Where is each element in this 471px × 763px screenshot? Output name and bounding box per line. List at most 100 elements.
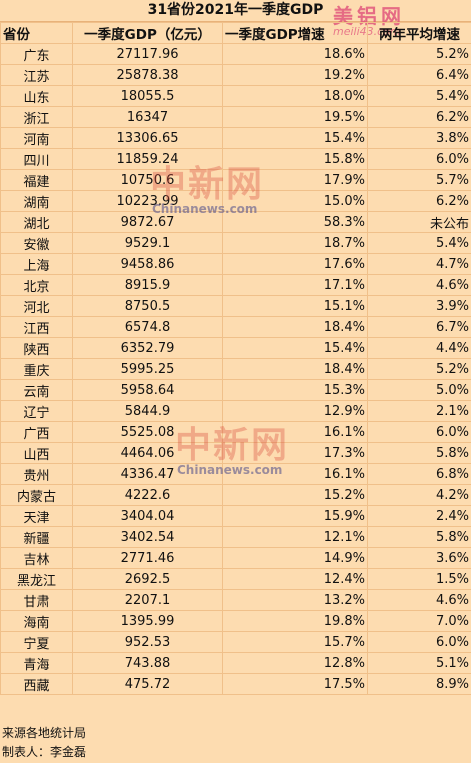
gdp-cell: 4222.6 (72, 484, 223, 506)
two-year-growth-cell: 1.5% (367, 568, 471, 590)
table-row: 黑龙江 2692.5 12.4% 1.5% (0, 568, 471, 590)
two-year-growth-cell: 5.0% (367, 379, 471, 401)
growth-cell: 15.4% (222, 337, 368, 359)
gdp-cell: 6352.79 (72, 337, 223, 359)
header-province: 省份 (0, 22, 73, 44)
gdp-cell: 6574.8 (72, 316, 223, 338)
gdp-cell: 2692.5 (72, 568, 223, 590)
two-year-growth-cell: 4.6% (367, 274, 471, 296)
growth-cell: 17.6% (222, 253, 368, 275)
province-cell: 辽宁 (0, 400, 73, 422)
two-year-growth-cell: 4.4% (367, 337, 471, 359)
table-body: 广东 27117.96 18.6% 5.2% 江苏 25878.38 19.2% 6.4% 山东… (0, 43, 471, 695)
gdp-cell: 5958.64 (72, 379, 223, 401)
two-year-growth-cell: 未公布 (367, 211, 471, 233)
gdp-cell: 16347 (72, 106, 223, 128)
growth-cell: 18.4% (222, 358, 368, 380)
table-row: 吉林 2771.46 14.9% 3.6% (0, 547, 471, 569)
two-year-growth-cell: 4.2% (367, 484, 471, 506)
table-row: 辽宁 5844.9 12.9% 2.1% (0, 400, 471, 422)
table-row: 宁夏 952.53 15.7% 6.0% (0, 631, 471, 653)
province-cell: 陕西 (0, 337, 73, 359)
two-year-growth-cell: 5.4% (367, 85, 471, 107)
table-row: 广西 5525.08 16.1% 6.0% (0, 421, 471, 443)
two-year-growth-cell: 7.0% (367, 610, 471, 632)
province-cell: 贵州 (0, 463, 73, 485)
gdp-table: 省份 一季度GDP（亿元） 一季度GDP增速 两年平均增速 广东 27117.96… (0, 22, 471, 695)
two-year-growth-cell: 3.9% (367, 295, 471, 317)
table-row: 福建 10750.6 17.9% 5.7% (0, 169, 471, 191)
growth-cell: 16.1% (222, 421, 368, 443)
gdp-cell: 743.88 (72, 652, 223, 674)
table-row: 浙江 16347 19.5% 6.2% (0, 106, 471, 128)
province-cell: 湖南 (0, 190, 73, 212)
two-year-growth-cell: 5.8% (367, 526, 471, 548)
header-growth: 一季度GDP增速 (222, 22, 368, 44)
province-cell: 浙江 (0, 106, 73, 128)
two-year-growth-cell: 3.8% (367, 127, 471, 149)
gdp-cell: 5844.9 (72, 400, 223, 422)
growth-cell: 19.8% (222, 610, 368, 632)
two-year-growth-cell: 5.8% (367, 442, 471, 464)
gdp-cell: 9872.67 (72, 211, 223, 233)
two-year-growth-cell: 6.0% (367, 421, 471, 443)
two-year-growth-cell: 6.8% (367, 463, 471, 485)
gdp-cell: 18055.5 (72, 85, 223, 107)
gdp-cell: 4464.06 (72, 442, 223, 464)
table-row: 甘肃 2207.1 13.2% 4.6% (0, 589, 471, 611)
growth-cell: 15.3% (222, 379, 368, 401)
growth-cell: 18.0% (222, 85, 368, 107)
two-year-growth-cell: 8.9% (367, 673, 471, 695)
province-cell: 福建 (0, 169, 73, 191)
gdp-cell: 11859.24 (72, 148, 223, 170)
growth-cell: 12.4% (222, 568, 368, 590)
gdp-cell: 5525.08 (72, 421, 223, 443)
growth-cell: 12.9% (222, 400, 368, 422)
growth-cell: 19.5% (222, 106, 368, 128)
growth-cell: 18.6% (222, 43, 368, 65)
province-cell: 青海 (0, 652, 73, 674)
two-year-growth-cell: 4.6% (367, 589, 471, 611)
growth-cell: 18.4% (222, 316, 368, 338)
two-year-growth-cell: 5.4% (367, 232, 471, 254)
two-year-growth-cell: 5.2% (367, 358, 471, 380)
growth-cell: 17.1% (222, 274, 368, 296)
table-row: 新疆 3402.54 12.1% 5.8% (0, 526, 471, 548)
province-cell: 西藏 (0, 673, 73, 695)
growth-cell: 12.1% (222, 526, 368, 548)
growth-cell: 15.2% (222, 484, 368, 506)
table-row: 上海 9458.86 17.6% 4.7% (0, 253, 471, 275)
province-cell: 北京 (0, 274, 73, 296)
gdp-cell: 5995.25 (72, 358, 223, 380)
growth-cell: 16.1% (222, 463, 368, 485)
gdp-cell: 2207.1 (72, 589, 223, 611)
header-two-year: 两年平均增速 (367, 22, 471, 44)
gdp-cell: 8750.5 (72, 295, 223, 317)
gdp-cell: 952.53 (72, 631, 223, 653)
author-note: 制表人：李金磊 (2, 745, 87, 759)
table-row: 天津 3404.04 15.9% 2.4% (0, 505, 471, 527)
province-cell: 海南 (0, 610, 73, 632)
growth-cell: 15.9% (222, 505, 368, 527)
two-year-growth-cell: 6.4% (367, 64, 471, 86)
two-year-growth-cell: 6.0% (367, 631, 471, 653)
table-row: 陕西 6352.79 15.4% 4.4% (0, 337, 471, 359)
growth-cell: 58.3% (222, 211, 368, 233)
table-row: 北京 8915.9 17.1% 4.6% (0, 274, 471, 296)
province-cell: 山东 (0, 85, 73, 107)
gdp-cell: 13306.65 (72, 127, 223, 149)
growth-cell: 19.2% (222, 64, 368, 86)
two-year-growth-cell: 2.4% (367, 505, 471, 527)
gdp-cell: 25878.38 (72, 64, 223, 86)
table-row: 江西 6574.8 18.4% 6.7% (0, 316, 471, 338)
header-row: 省份 一季度GDP（亿元） 一季度GDP增速 两年平均增速 (0, 22, 471, 44)
table-row: 湖北 9872.67 58.3% 未公布 (0, 211, 471, 233)
table-row: 内蒙古 4222.6 15.2% 4.2% (0, 484, 471, 506)
gdp-cell: 3404.04 (72, 505, 223, 527)
table-row: 青海 743.88 12.8% 5.1% (0, 652, 471, 674)
gdp-cell: 10223.99 (72, 190, 223, 212)
growth-cell: 15.1% (222, 295, 368, 317)
two-year-growth-cell: 6.7% (367, 316, 471, 338)
gdp-cell: 27117.96 (72, 43, 223, 65)
